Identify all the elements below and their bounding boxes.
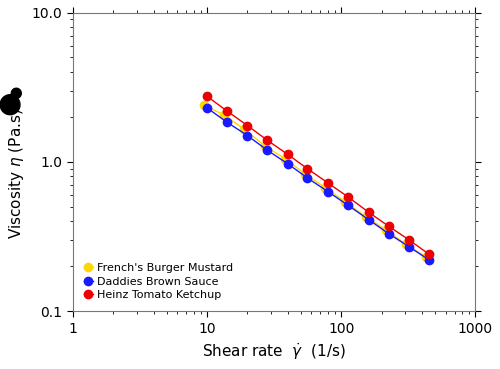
Heinz Tomato Ketchup bbox=[406, 238, 412, 242]
Heinz Tomato Ketchup bbox=[325, 181, 331, 185]
Daddies Brown Sauce bbox=[285, 162, 291, 166]
French's Burger Mustard bbox=[222, 113, 228, 117]
Line: French's Burger Mustard: French's Burger Mustard bbox=[200, 101, 430, 261]
Daddies Brown Sauce bbox=[304, 176, 310, 180]
French's Burger Mustard bbox=[282, 156, 288, 161]
Daddies Brown Sauce bbox=[346, 203, 352, 208]
Heinz Tomato Ketchup bbox=[426, 252, 432, 256]
Heinz Tomato Ketchup bbox=[386, 224, 392, 228]
Line: Daddies Brown Sauce: Daddies Brown Sauce bbox=[203, 104, 434, 264]
Daddies Brown Sauce bbox=[406, 245, 412, 249]
French's Burger Mustard bbox=[322, 186, 328, 190]
French's Burger Mustard bbox=[342, 200, 348, 204]
Legend: French's Burger Mustard, Daddies Brown Sauce, Heinz Tomato Ketchup: French's Burger Mustard, Daddies Brown S… bbox=[78, 258, 239, 306]
Line: Heinz Tomato Ketchup: Heinz Tomato Ketchup bbox=[203, 92, 434, 259]
French's Burger Mustard bbox=[242, 127, 248, 132]
Heinz Tomato Ketchup bbox=[244, 123, 250, 128]
Daddies Brown Sauce bbox=[224, 120, 230, 124]
Daddies Brown Sauce bbox=[244, 133, 250, 138]
Heinz Tomato Ketchup bbox=[366, 210, 372, 214]
Daddies Brown Sauce bbox=[366, 217, 372, 222]
Daddies Brown Sauce bbox=[264, 148, 270, 152]
French's Burger Mustard bbox=[383, 228, 389, 232]
Daddies Brown Sauce bbox=[426, 258, 432, 262]
French's Burger Mustard bbox=[262, 144, 268, 148]
Daddies Brown Sauce bbox=[204, 106, 210, 110]
X-axis label: Shear rate  $\dot{\gamma}$  (1/s): Shear rate $\dot{\gamma}$ (1/s) bbox=[202, 341, 346, 362]
Heinz Tomato Ketchup bbox=[264, 138, 270, 142]
Heinz Tomato Ketchup bbox=[204, 94, 210, 99]
Heinz Tomato Ketchup bbox=[224, 108, 230, 113]
Heinz Tomato Ketchup bbox=[285, 152, 291, 157]
French's Burger Mustard bbox=[403, 242, 409, 246]
French's Burger Mustard bbox=[201, 103, 207, 107]
Daddies Brown Sauce bbox=[325, 190, 331, 194]
Y-axis label: Viscosity $\eta$ (Pa.s)  ●: Viscosity $\eta$ (Pa.s) ● bbox=[7, 85, 26, 239]
Heinz Tomato Ketchup bbox=[304, 166, 310, 171]
French's Burger Mustard bbox=[424, 255, 430, 259]
French's Burger Mustard bbox=[302, 172, 308, 176]
Daddies Brown Sauce bbox=[386, 231, 392, 236]
Text: ●: ● bbox=[0, 89, 22, 117]
Heinz Tomato Ketchup bbox=[346, 195, 352, 199]
French's Burger Mustard bbox=[362, 214, 368, 219]
